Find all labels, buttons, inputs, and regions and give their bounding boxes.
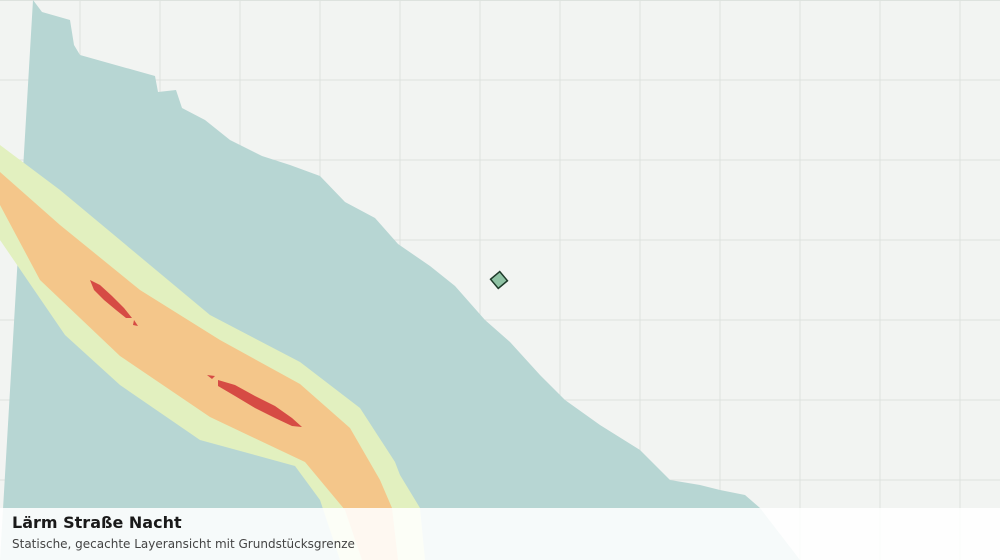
map-title: Lärm Straße Nacht bbox=[12, 513, 182, 532]
noise-patch bbox=[133, 320, 138, 326]
noise-patch bbox=[90, 280, 132, 318]
noise-band-very-high bbox=[90, 280, 302, 427]
noise-patch bbox=[218, 380, 302, 427]
parcel-boundary[interactable] bbox=[489, 270, 509, 290]
caption-panel bbox=[0, 508, 1000, 560]
noise-band-high bbox=[0, 172, 398, 560]
map-subtitle: Statische, gecachte Layeransicht mit Gru… bbox=[12, 537, 355, 551]
noise-patch bbox=[207, 375, 215, 379]
